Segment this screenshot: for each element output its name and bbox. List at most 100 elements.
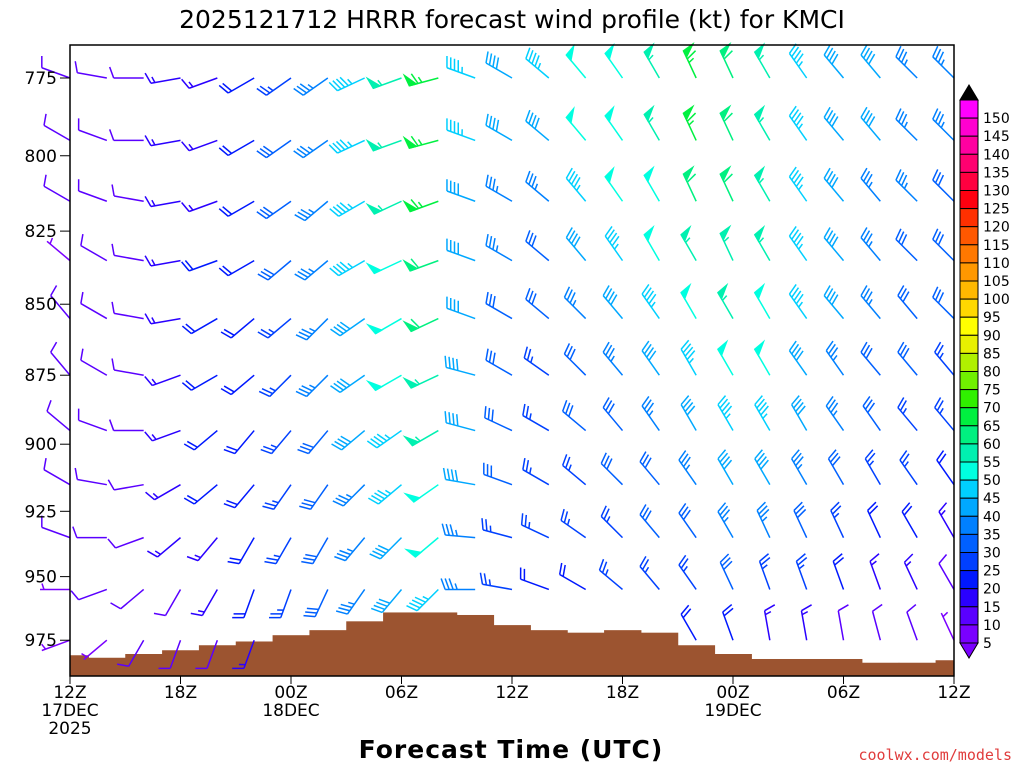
wind-barb [111, 301, 144, 320]
barb-half-tick [868, 460, 875, 467]
colorbar-label: 150 [983, 111, 1010, 127]
wind-barb [446, 296, 476, 320]
colorbar-label: 140 [983, 147, 1010, 163]
colorbar-label: 65 [983, 419, 1001, 435]
barb-full-tick [605, 400, 613, 412]
wind-barb [485, 348, 513, 376]
barb-staff [227, 139, 255, 157]
barb-full-tick [603, 455, 610, 467]
barb-full-tick [444, 355, 447, 368]
colorbar-label: 85 [983, 346, 1001, 362]
wind-barb [269, 589, 292, 619]
wind-barb [862, 395, 881, 431]
barb-full-tick [522, 403, 526, 416]
wind-barb [46, 400, 71, 432]
barb-full-tick [262, 206, 274, 215]
barb-full-tick [563, 511, 569, 523]
barb-staff [83, 639, 108, 661]
barb-full-tick [865, 50, 873, 62]
barb-full-tick [797, 556, 808, 566]
barb-full-tick [901, 502, 911, 513]
barb-staff [314, 589, 329, 617]
barb-staff [860, 177, 881, 202]
barb-full-tick [338, 607, 350, 612]
barb-full-tick [573, 236, 581, 248]
barb-staff [899, 459, 918, 486]
wind-barb [682, 42, 697, 79]
barb-full-tick [795, 505, 805, 515]
barb-full-tick [791, 343, 800, 355]
barb-staff [227, 200, 255, 217]
barb-full-tick [826, 288, 834, 300]
barb-full-tick [456, 414, 459, 426]
barb-half-tick [151, 76, 156, 83]
barb-half-tick [940, 509, 946, 516]
wind-barb [641, 395, 660, 431]
barb-full-tick [371, 494, 382, 503]
barb-staff [827, 458, 845, 486]
barb-staff [150, 139, 181, 147]
wind-barb [602, 285, 624, 320]
wind-barb [754, 449, 771, 486]
barb-staff [717, 404, 734, 431]
barb-full-tick [43, 458, 47, 470]
barb-half-tick [940, 59, 945, 66]
barb-full-tick [190, 612, 203, 617]
wind-barb [402, 317, 439, 333]
barb-full-tick [932, 286, 939, 298]
barb-full-tick [301, 328, 313, 335]
barb-full-tick [788, 226, 797, 237]
barb-full-tick [526, 348, 532, 361]
barb-staff [201, 589, 218, 616]
barb-full-tick [823, 227, 831, 239]
barb-half-tick [188, 204, 194, 211]
wind-barb [181, 317, 218, 335]
barb-full-tick [302, 442, 314, 449]
barb-full-tick [144, 431, 153, 442]
wind-barb [938, 554, 955, 590]
wind-barb [641, 340, 660, 376]
barb-full-tick [339, 139, 349, 149]
barb-full-tick [646, 347, 655, 358]
barb-half-tick [870, 560, 877, 566]
barb-staff [559, 573, 587, 591]
barb-staff [932, 179, 955, 202]
wind-barb [680, 282, 697, 319]
wind-barb [754, 395, 771, 431]
wind-barb [485, 233, 513, 262]
colorbar-swatch [959, 190, 979, 210]
barb-staff [860, 295, 881, 320]
barb-full-tick [256, 87, 267, 96]
wind-barb [404, 537, 439, 558]
barb-full-tick [218, 208, 229, 217]
wind-barb [402, 374, 439, 389]
barb-full-tick [257, 331, 269, 339]
barb-half-tick [758, 237, 765, 243]
barb-full-tick [899, 288, 907, 300]
barb-full-tick [339, 202, 350, 211]
wind-barb [932, 286, 955, 320]
wind-barb [869, 553, 882, 590]
barb-full-tick [414, 596, 426, 603]
barb-staff [150, 77, 181, 84]
colorbar-swatch [959, 479, 979, 499]
barb-staff [639, 461, 660, 486]
wind-barb [441, 523, 476, 539]
barb-full-tick [938, 453, 947, 464]
barb-full-tick [897, 341, 905, 353]
barb-full-tick [828, 291, 836, 303]
barb-half-tick [725, 413, 731, 419]
barb-full-tick [298, 387, 310, 395]
barb-full-tick [336, 263, 347, 273]
barb-full-tick [409, 602, 421, 609]
wind-barb [218, 200, 255, 217]
barb-staff [791, 404, 808, 431]
barb-full-tick [865, 113, 873, 124]
colorbar-swatch [959, 262, 979, 282]
barb-staff [680, 404, 697, 431]
barb-staff [641, 293, 660, 320]
barb-full-tick [573, 176, 581, 188]
barb-full-tick [186, 440, 198, 448]
wind-barb [440, 578, 476, 591]
